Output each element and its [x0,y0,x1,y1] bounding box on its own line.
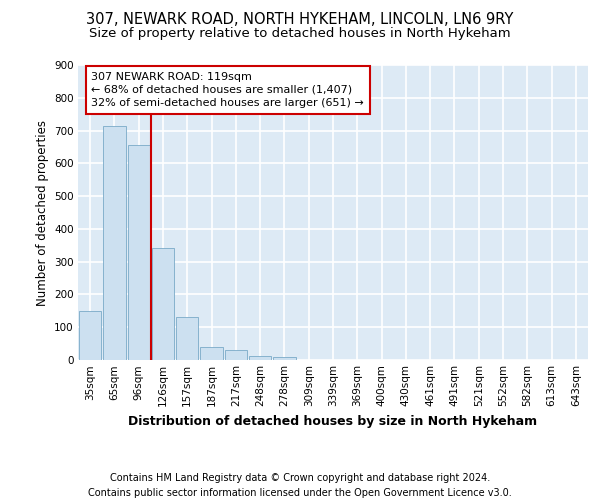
X-axis label: Distribution of detached houses by size in North Hykeham: Distribution of detached houses by size … [128,414,538,428]
Text: Size of property relative to detached houses in North Hykeham: Size of property relative to detached ho… [89,28,511,40]
Bar [128,146,150,360]
Text: Contains HM Land Registry data © Crown copyright and database right 2024.
Contai: Contains HM Land Registry data © Crown c… [88,472,512,498]
Bar [273,356,296,360]
Text: 307, NEWARK ROAD, NORTH HYKEHAM, LINCOLN, LN6 9RY: 307, NEWARK ROAD, NORTH HYKEHAM, LINCOLN… [86,12,514,28]
Bar [176,318,199,360]
Bar [152,248,174,360]
Bar [103,126,125,360]
Bar [249,356,271,360]
Y-axis label: Number of detached properties: Number of detached properties [35,120,49,306]
Bar [224,350,247,360]
Bar [79,311,101,360]
Bar [200,347,223,360]
Text: 307 NEWARK ROAD: 119sqm
← 68% of detached houses are smaller (1,407)
32% of semi: 307 NEWARK ROAD: 119sqm ← 68% of detache… [91,72,364,108]
